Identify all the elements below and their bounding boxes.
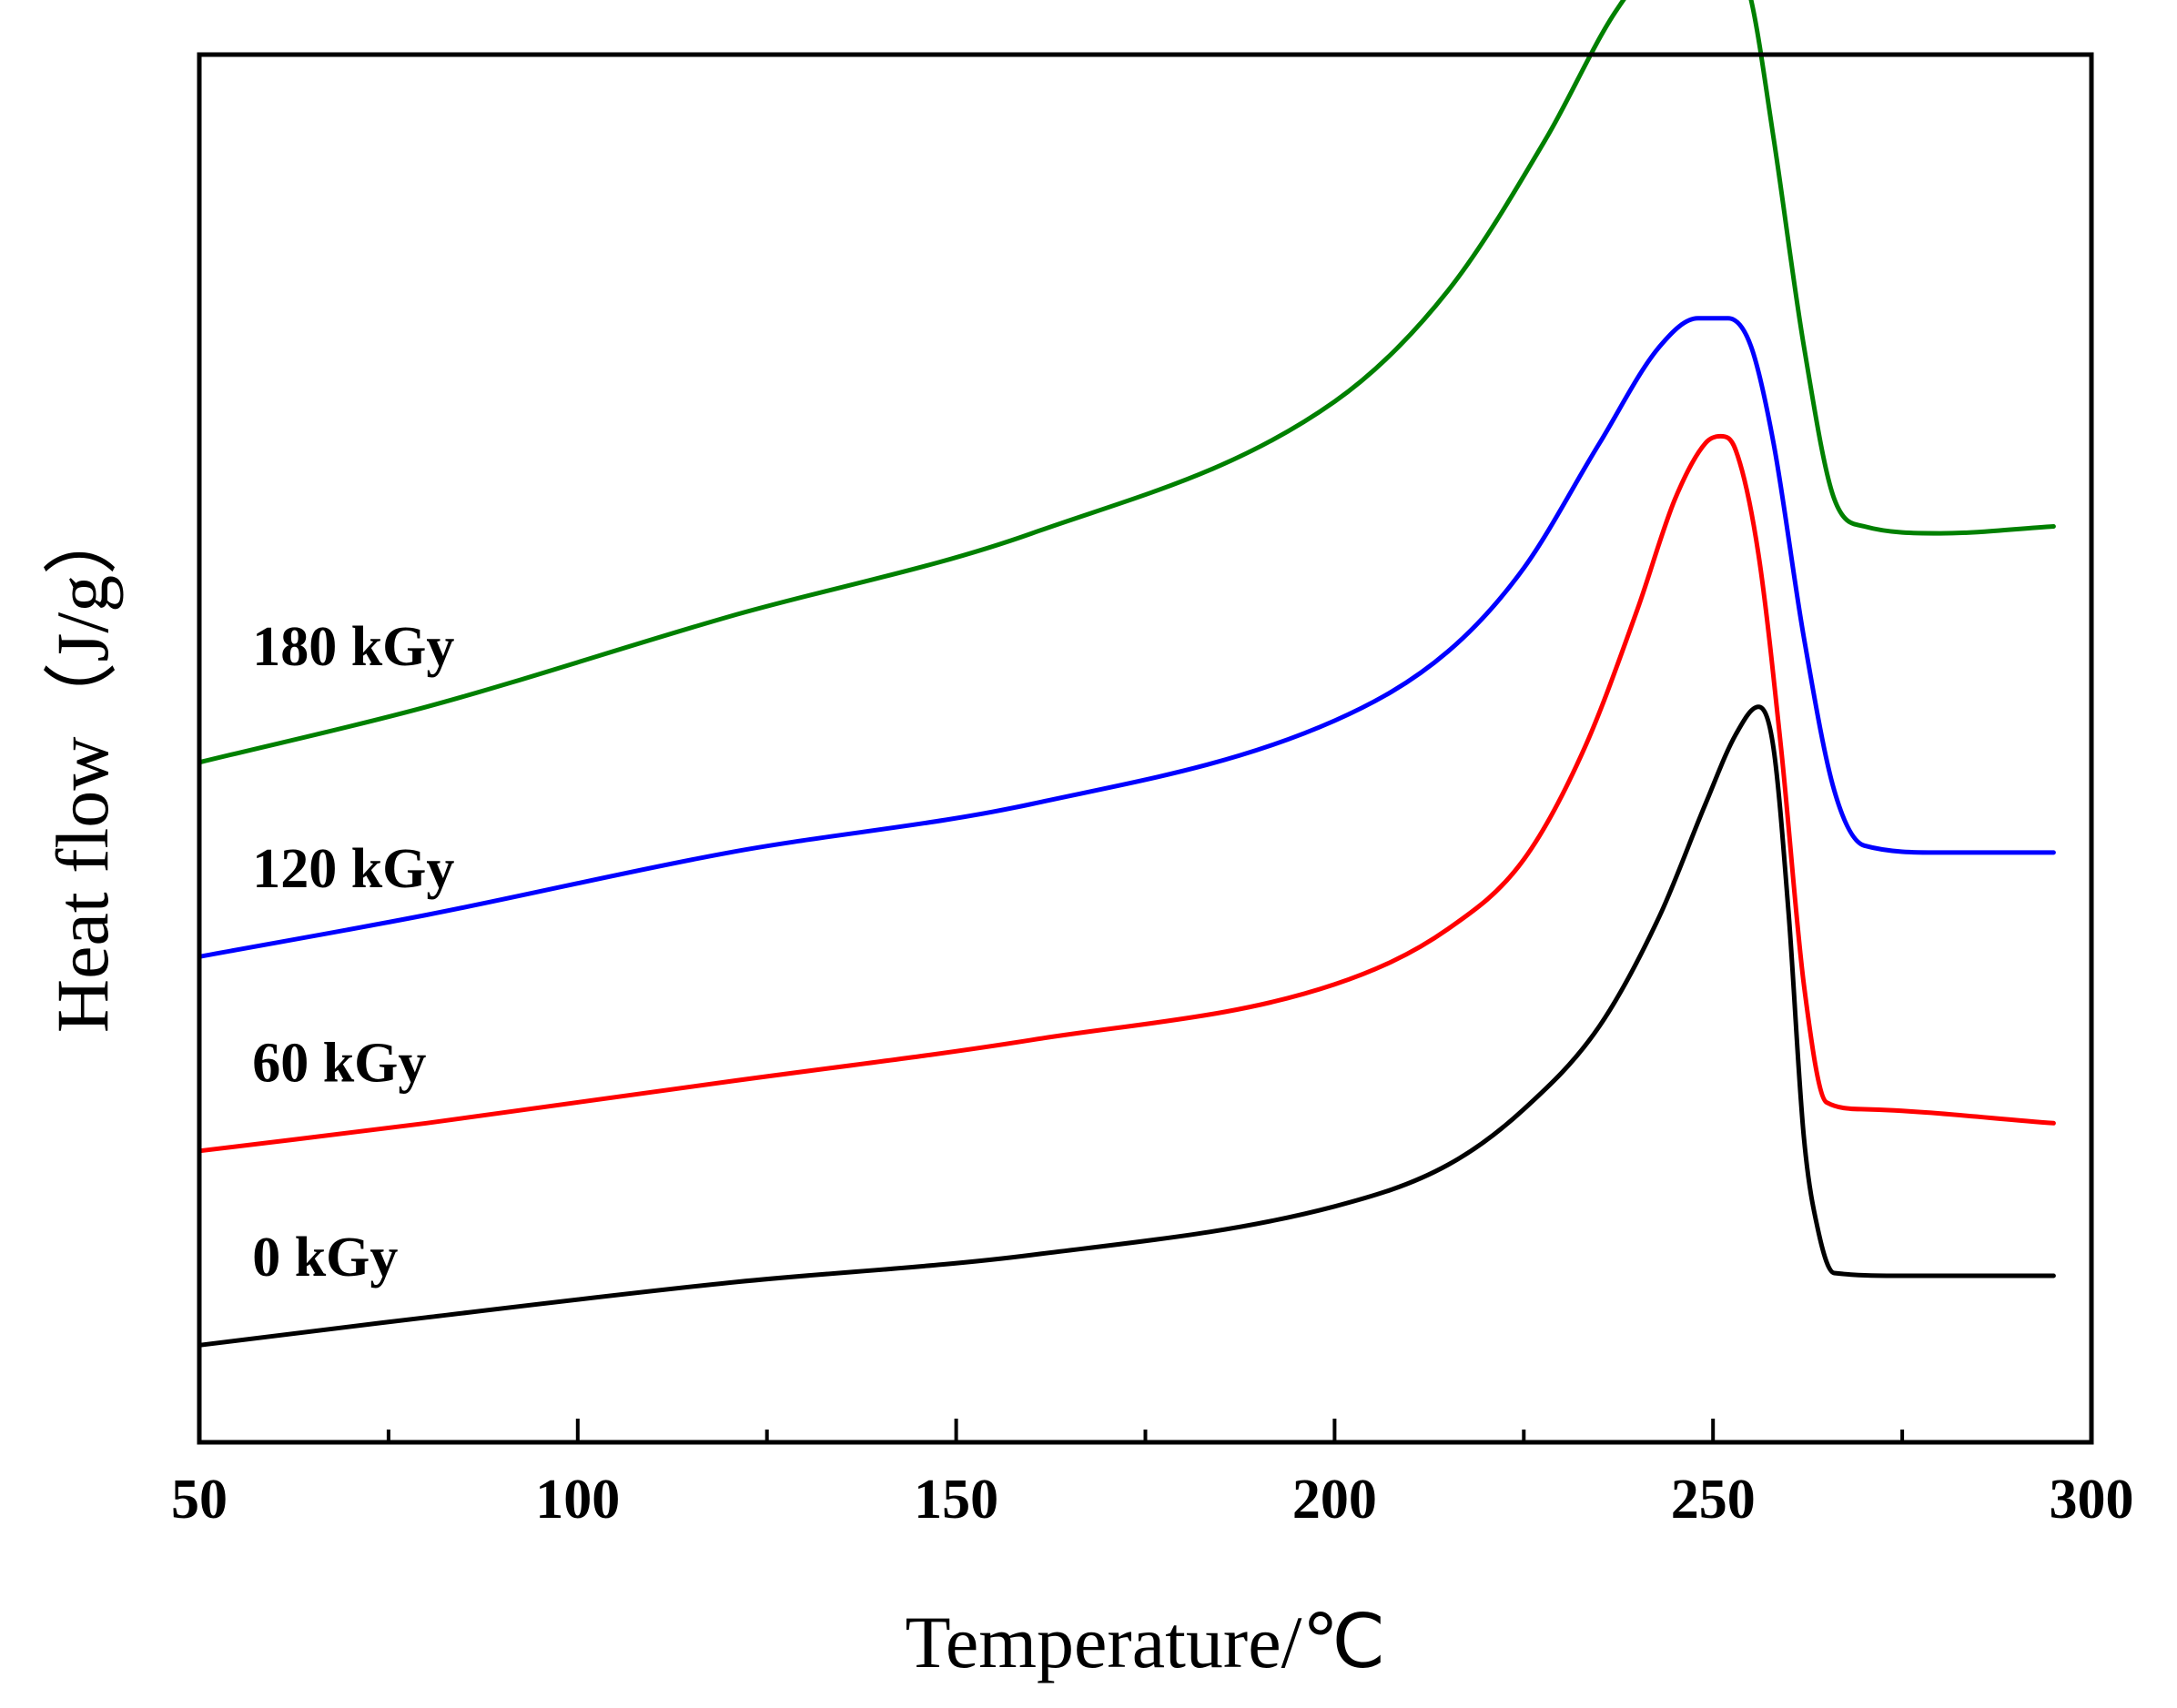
x-axis-title: Temperature/℃ bbox=[906, 1601, 1386, 1683]
series-line-180-kgy bbox=[197, 0, 2056, 765]
series-label-0-kgy: 0 kGy bbox=[252, 1227, 398, 1289]
x-tick-label: 100 bbox=[535, 1469, 620, 1531]
series-label-180-kgy: 180 kGy bbox=[252, 616, 454, 678]
x-tick-labels: 50 100 150 200 250 300 bbox=[171, 1469, 2134, 1531]
series-line-60-kgy bbox=[197, 433, 2056, 1154]
tick-marks bbox=[197, 1419, 2093, 1442]
series-line-120-kgy bbox=[197, 316, 2056, 959]
series-line-0-kgy bbox=[197, 704, 2056, 1348]
x-tick-label: 250 bbox=[1671, 1469, 1756, 1531]
series-curves bbox=[197, 0, 2056, 1348]
x-tick-label: 150 bbox=[914, 1469, 998, 1531]
x-tick-label: 50 bbox=[171, 1469, 228, 1531]
x-tick-label: 300 bbox=[2050, 1469, 2134, 1531]
x-tick-label: 200 bbox=[1292, 1469, 1377, 1531]
series-label-60-kgy: 60 kGy bbox=[252, 1033, 426, 1095]
y-axis-title: Heat flow（J/g） bbox=[41, 500, 124, 1033]
plot-frame bbox=[197, 52, 2094, 1445]
series-labels: 0 kGy 60 kGy 120 kGy 180 kGy bbox=[252, 616, 454, 1289]
series-label-120-kgy: 120 kGy bbox=[252, 838, 454, 900]
